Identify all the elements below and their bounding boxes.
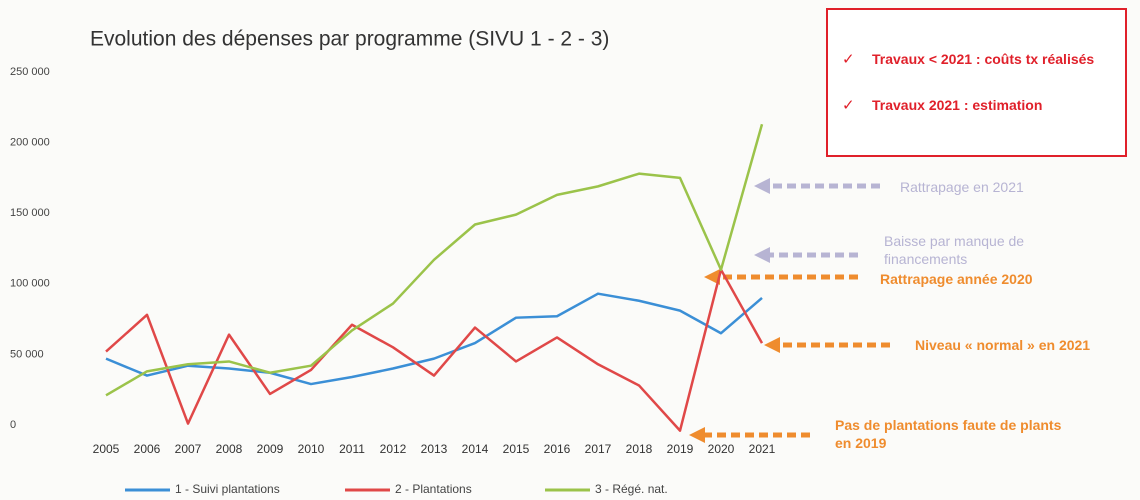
legend-label: 3 - Régé. nat. [595, 482, 668, 496]
annotation: Rattrapage en 2021 [900, 179, 1024, 195]
y-tick-label: 0 [10, 419, 16, 431]
series-line [105, 123, 764, 397]
arrow-head [764, 337, 780, 353]
y-tick-label: 200 000 [10, 137, 50, 149]
legend-label: 2 - Plantations [395, 482, 472, 496]
annotation: Baisse par manque de financements [884, 233, 1025, 267]
box-note: Travaux 2021 : estimation [872, 97, 1043, 113]
x-tick-label: 2017 [585, 442, 612, 456]
x-tick-label: 2021 [749, 442, 776, 456]
annotation: Pas de plantations faute de plants en 20… [835, 417, 1062, 451]
y-tick-label: 100 000 [10, 278, 50, 290]
x-tick-label: 2014 [462, 442, 489, 456]
x-tick-label: 2016 [544, 442, 571, 456]
x-tick-label: 2008 [216, 442, 243, 456]
x-tick-label: 2010 [298, 442, 325, 456]
y-tick-label: 150 000 [10, 207, 50, 219]
x-tick-label: 2015 [503, 442, 530, 456]
x-tick-label: 2006 [134, 442, 161, 456]
series-line [105, 268, 764, 432]
check-icon: ✓ [842, 51, 855, 68]
x-tick-label: 2011 [339, 442, 365, 456]
arrow-head [689, 427, 705, 443]
legend-label: 1 - Suivi plantations [175, 482, 280, 496]
box-note: Travaux < 2021 : coûts tx réalisés [872, 51, 1095, 67]
x-tick-label: 2005 [93, 442, 120, 456]
series-line [105, 292, 763, 386]
annotation: Rattrapage année 2020 [880, 271, 1033, 287]
y-tick-label: 250 000 [10, 66, 50, 78]
x-tick-label: 2013 [421, 442, 448, 456]
note-box: ✓ Travaux < 2021 : coûts tx réalisés ✓ T… [826, 8, 1127, 157]
arrow-head [754, 178, 770, 194]
x-tick-label: 2020 [708, 442, 735, 456]
check-icon: ✓ [842, 97, 855, 114]
x-tick-label: 2009 [257, 442, 284, 456]
x-tick-label: 2012 [380, 442, 407, 456]
x-tick-label: 2018 [626, 442, 653, 456]
x-tick-label: 2019 [667, 442, 694, 456]
arrow-head [704, 269, 720, 285]
x-tick-label: 2007 [175, 442, 202, 456]
arrow-head [754, 247, 770, 263]
y-tick-label: 50 000 [10, 348, 44, 360]
annotation: Niveau « normal » en 2021 [915, 337, 1091, 353]
chart-title: Evolution des dépenses par programme (SI… [90, 28, 609, 51]
